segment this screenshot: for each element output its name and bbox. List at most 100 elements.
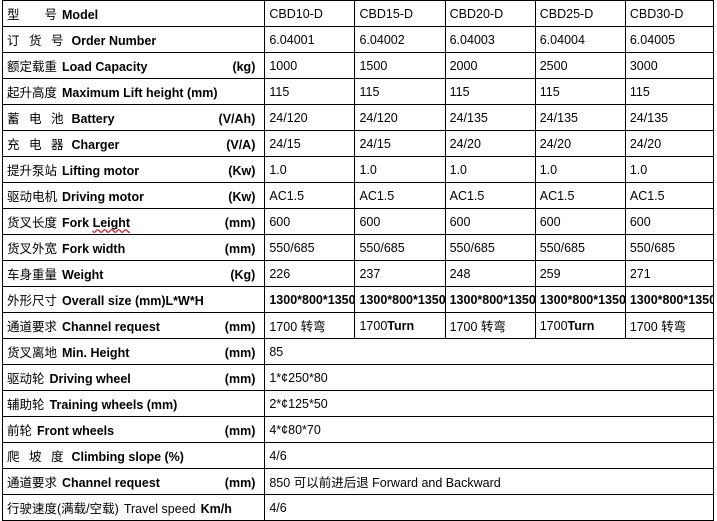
table-row: 货叉外宽 Fork width (mm) 550/685 550/685 550/685 5…: [1, 234, 715, 261]
row-label-unit: (Kw): [228, 190, 256, 204]
row-label-en: Driving motor: [62, 190, 144, 204]
row-label-cell: 充 电 器 Charger (V/A): [1, 130, 266, 157]
row-value-cell: AC1.5: [534, 182, 626, 209]
row-value-cell: 6.04005: [624, 26, 715, 53]
row-value-cell: 24/120: [264, 104, 356, 131]
row-label-cn: 爬 坡 度: [7, 450, 67, 464]
row-label-cn: 货叉外宽: [7, 242, 58, 256]
row-label-cn: 提升泵站: [7, 164, 58, 178]
row-label-en: Battery: [71, 112, 115, 126]
row-label-cn: 充 电 器: [7, 138, 67, 152]
table-row: 通道要求 Channel request (mm) 850 可以前进后退 Forwar…: [1, 468, 714, 495]
row-value-cell: AC1.5: [444, 182, 536, 209]
row-label-cn: 货叉长度: [7, 216, 58, 230]
row-value-cell: 550/685: [354, 234, 446, 261]
row-value-cell: 24/15: [264, 130, 356, 157]
table-row: 通道要求 Channel request (mm) 1700 转弯 1700Turn 17…: [1, 312, 715, 339]
table-row: 行驶速度(满载/空载) Travel speed Km/h 4/6: [1, 494, 714, 521]
table-row: 前轮 Front wheels (mm) 4*¢80*70: [1, 416, 714, 443]
row-label-en: Weight: [62, 268, 104, 282]
row-value-cell: 1.0: [444, 156, 536, 183]
row-label-unit: (mm): [224, 476, 256, 490]
row-label-unit: (mm): [224, 346, 256, 360]
row-value-cell: 1700 转弯: [444, 312, 536, 339]
row-label-cn: 驱动轮: [7, 372, 45, 386]
table-row: 驱动电机 Driving motor (Kw) AC1.5 AC1.5 AC1.5 AC1.…: [1, 182, 715, 209]
row-value-cell: 24/135: [624, 104, 715, 131]
row-value-merged: 4/6: [264, 442, 714, 469]
row-value-cell: 1.0: [354, 156, 446, 183]
row-value-cell: 1700Turn: [354, 312, 446, 339]
row-label-en: Front wheels: [37, 424, 115, 438]
row-label-cell: 车身重量 Weight (Kg): [1, 260, 266, 287]
row-label-cn: 行驶速度(满载/空载): [7, 502, 119, 516]
row-label-unit: Km/h: [200, 502, 232, 516]
row-value-cell: CBD30-D: [624, 0, 715, 27]
row-value-cell: 3000: [624, 52, 715, 79]
row-value-cell: 1300*800*1350: [534, 286, 626, 313]
row-label-en: Climbing slope (%): [71, 450, 184, 464]
table-row: 车身重量 Weight (Kg) 226 237 248 259 271: [1, 260, 715, 287]
row-label-unit: (Kg): [230, 268, 256, 282]
table-row: 货叉离地 Min. Height (mm) 85: [1, 338, 714, 365]
row-value-cell: 1300*800*1350: [264, 286, 356, 313]
row-label-unit: (V/Ah): [218, 112, 256, 126]
row-value-cell: 115: [354, 78, 446, 105]
row-value-cell: 6.04001: [264, 26, 356, 53]
row-label-unit: (kg): [232, 60, 256, 74]
row-label-unit: (mm): [224, 320, 256, 334]
table-row: 驱动轮 Driving wheel (mm) 1*¢250*80: [1, 364, 714, 391]
row-value-merged: 2*¢125*50: [264, 390, 714, 417]
table-row: 提升泵站 Lifting motor (Kw) 1.0 1.0 1.0 1.0 1.0: [1, 156, 715, 183]
row-label-en: Model: [62, 8, 99, 22]
row-value-cell: 1700 转弯: [264, 312, 356, 339]
row-label-unit: (V/A): [226, 138, 256, 152]
row-value-cell: CBD20-D: [444, 0, 536, 27]
row-label-unit: (mm): [224, 424, 256, 438]
row-label-en: Fork width: [62, 242, 126, 256]
row-label-unit: (mm): [224, 216, 256, 230]
row-label-cn: 蓄 电 池: [7, 112, 67, 126]
row-label-unit: (mm): [224, 372, 256, 386]
row-label-cn: 前轮: [7, 424, 33, 438]
row-value-cell: 6.04002: [354, 26, 446, 53]
row-label-cell: 辅助轮 Training wheels (mm): [1, 390, 266, 417]
row-value-cell: 2500: [534, 52, 626, 79]
row-value-cell: 6.04003: [444, 26, 536, 53]
row-value-cell: 1500: [354, 52, 446, 79]
row-label-cn: 车身重量: [7, 268, 58, 282]
row-label-cell: 爬 坡 度 Climbing slope (%): [1, 442, 266, 469]
row-label-cn: 货叉离地: [7, 346, 58, 360]
row-label-cell: 前轮 Front wheels (mm): [1, 416, 266, 443]
row-value-cell: 115: [264, 78, 356, 105]
table-row: 蓄 电 池 Battery (V/Ah) 24/120 24/120 24/135 24/1…: [1, 104, 715, 131]
row-label-en: Overall size (mm)L*W*H: [62, 294, 204, 308]
row-value-cell: CBD15-D: [354, 0, 446, 27]
row-value-cell: CBD10-D: [264, 0, 356, 27]
row-value-cell: AC1.5: [354, 182, 446, 209]
row-label-en: Fork Leight: [62, 216, 131, 230]
row-label-en: Lifting motor: [62, 164, 140, 178]
table-row: 充 电 器 Charger (V/A) 24/15 24/15 24/20 24/20 24/…: [1, 130, 715, 157]
row-value-cell: 550/685: [534, 234, 626, 261]
row-value-cell: 237: [354, 260, 446, 287]
row-label-cn: 辅助轮: [7, 398, 45, 412]
row-value-cell: 24/20: [624, 130, 715, 157]
row-value-merged: 4/6: [264, 494, 714, 521]
row-value-cell: 600: [624, 208, 715, 235]
row-label-cell: 提升泵站 Lifting motor (Kw): [1, 156, 266, 183]
row-value-cell: 550/685: [264, 234, 356, 261]
row-label-cell: 外形尺寸 Overall size (mm)L*W*H: [1, 286, 266, 313]
row-label-cell: 型 号 Model: [1, 0, 266, 27]
row-label-cn: 外形尺寸: [7, 294, 58, 308]
table-row: 起升高度 Maximum Lift height (mm) 115 115 115 115…: [1, 78, 715, 105]
row-value-cell: 24/135: [444, 104, 536, 131]
row-value-cell: 226: [264, 260, 356, 287]
row-value-cell: 550/685: [624, 234, 715, 261]
row-value-cell: 1.0: [264, 156, 356, 183]
row-label-cell: 货叉离地 Min. Height (mm): [1, 338, 266, 365]
row-label-cn: 型 号: [7, 8, 58, 22]
table-row: 辅助轮 Training wheels (mm) 2*¢125*50: [1, 390, 714, 417]
